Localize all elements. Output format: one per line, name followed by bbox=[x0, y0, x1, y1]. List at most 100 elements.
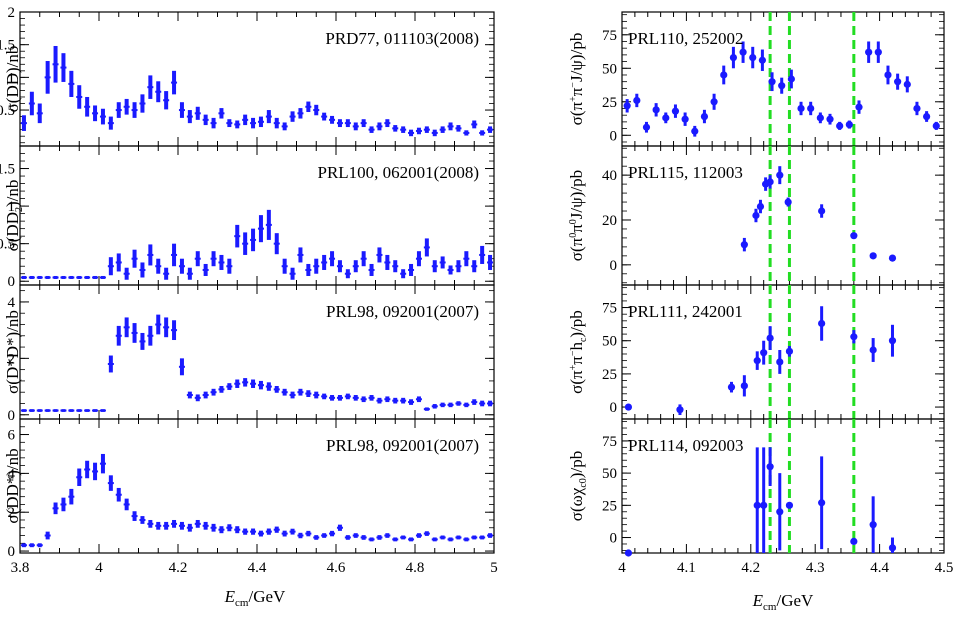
ylabel-part: 0 bbox=[568, 219, 579, 224]
point-marker bbox=[652, 106, 660, 114]
data-point bbox=[376, 397, 383, 404]
data-point bbox=[281, 530, 288, 537]
point-marker bbox=[869, 252, 877, 260]
data-point bbox=[623, 99, 631, 113]
data-point bbox=[147, 75, 154, 99]
data-point bbox=[226, 383, 233, 390]
data-point bbox=[250, 117, 257, 129]
data-point bbox=[52, 409, 59, 412]
x-tick-label: 5 bbox=[490, 560, 498, 576]
y-tick-label: 6 bbox=[8, 428, 16, 444]
data-point bbox=[368, 537, 375, 542]
data-point bbox=[455, 401, 462, 406]
data-point bbox=[408, 537, 415, 542]
x-tick-label: 4 bbox=[618, 560, 626, 576]
y-tick-label: 2 bbox=[8, 505, 16, 521]
point-marker bbox=[766, 178, 774, 186]
data-point bbox=[36, 543, 43, 548]
data-point bbox=[850, 330, 858, 344]
data-point bbox=[250, 228, 257, 252]
data-point bbox=[242, 232, 249, 255]
data-point bbox=[329, 530, 336, 537]
data-point bbox=[368, 395, 375, 401]
data-point bbox=[818, 456, 826, 550]
point-marker bbox=[785, 501, 794, 509]
data-point bbox=[329, 251, 336, 267]
data-point bbox=[352, 533, 359, 538]
x-tick-label: 4.3 bbox=[806, 560, 825, 576]
data-point bbox=[234, 526, 241, 534]
data-point bbox=[439, 126, 446, 133]
data-point bbox=[676, 404, 684, 416]
data-point bbox=[60, 409, 67, 412]
data-point bbox=[321, 112, 328, 121]
data-point bbox=[92, 409, 99, 412]
y-tick-label: 0 bbox=[610, 531, 618, 547]
y-tick-label: 20 bbox=[602, 213, 617, 229]
point-marker bbox=[869, 346, 877, 354]
point-marker bbox=[776, 358, 784, 366]
data-point bbox=[186, 110, 193, 124]
data-point bbox=[92, 275, 99, 279]
y-tick-label: 2 bbox=[8, 351, 16, 367]
y-tick-label: 0 bbox=[8, 274, 16, 290]
data-point bbox=[671, 104, 680, 118]
ylabel-part: )/pb bbox=[567, 451, 586, 478]
data-point bbox=[202, 391, 209, 399]
point-marker bbox=[826, 115, 834, 123]
data-point bbox=[84, 409, 91, 412]
y-axis-label: σ(DD)/nb bbox=[3, 46, 22, 113]
point-marker bbox=[776, 171, 784, 179]
data-point bbox=[431, 537, 438, 542]
data-point bbox=[776, 350, 784, 374]
data-point bbox=[194, 519, 201, 528]
data-point bbox=[115, 253, 122, 272]
y-tick-label: 1.5 bbox=[0, 162, 15, 178]
ylabel-part: σ(D*D*)/nb bbox=[3, 310, 22, 394]
data-point bbox=[400, 269, 407, 279]
data-point bbox=[210, 117, 217, 129]
data-point bbox=[242, 114, 249, 126]
data-point bbox=[384, 119, 391, 128]
data-point bbox=[115, 325, 122, 346]
ylabel-part: π bbox=[567, 356, 586, 365]
ylabel-part: σ(DD)/nb bbox=[3, 46, 22, 113]
data-point bbox=[932, 121, 940, 130]
data-point bbox=[855, 100, 863, 114]
data-point bbox=[186, 267, 193, 280]
data-point bbox=[257, 530, 264, 537]
data-point bbox=[163, 521, 170, 530]
data-point bbox=[727, 381, 736, 393]
y-tick-label: 40 bbox=[602, 168, 617, 184]
point-marker bbox=[778, 82, 786, 90]
data-point bbox=[423, 238, 430, 257]
data-point bbox=[44, 61, 51, 94]
panel-left-3: 0 2 4 6 3.8 4 4.2 4.4 4.6 4.8 5 PRL98, 092001(2007)… bbox=[3, 418, 498, 576]
data-point bbox=[479, 245, 486, 264]
data-point bbox=[289, 391, 296, 399]
data-point bbox=[352, 122, 359, 131]
ylabel-part: 0 bbox=[568, 233, 579, 238]
data-point bbox=[487, 254, 494, 270]
data-point bbox=[415, 396, 422, 403]
data-point bbox=[186, 391, 193, 399]
data-point bbox=[28, 275, 35, 279]
point-marker bbox=[923, 112, 931, 121]
ylabel-part: σ(π bbox=[567, 237, 586, 261]
x-tick-label: 4 bbox=[95, 560, 103, 576]
data-point bbox=[415, 127, 422, 135]
data-point bbox=[352, 395, 359, 401]
data-point bbox=[785, 501, 794, 509]
ylabel-part: 2 bbox=[14, 207, 25, 212]
data-point bbox=[281, 258, 288, 274]
data-point bbox=[234, 379, 241, 388]
data-point bbox=[888, 324, 897, 357]
panel-left-2: 0 2 4 PRL98, 092001(2007) σ(D*D*)/nb bbox=[3, 284, 495, 424]
point-marker bbox=[869, 521, 877, 529]
data-point bbox=[210, 251, 217, 267]
point-marker bbox=[749, 53, 757, 62]
point-marker bbox=[888, 544, 897, 552]
data-point bbox=[903, 76, 911, 93]
data-point bbox=[710, 93, 718, 110]
data-point bbox=[273, 117, 280, 129]
